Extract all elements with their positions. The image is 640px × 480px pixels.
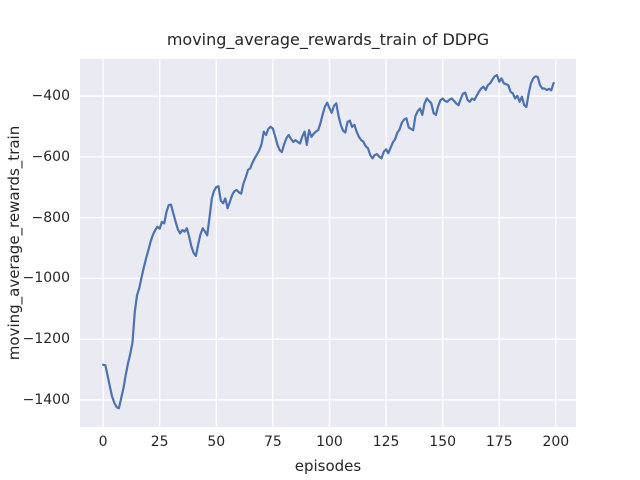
x-tick-label: 200 xyxy=(542,434,570,450)
x-tick-label: 125 xyxy=(372,434,400,450)
chart-title: moving_average_rewards_train of DDPG xyxy=(166,30,490,49)
x-axis-label: episodes xyxy=(294,457,362,475)
x-tick-label: 175 xyxy=(485,434,513,450)
x-tick-label: 25 xyxy=(150,434,169,450)
y-tick-label: −400 xyxy=(31,88,70,105)
y-tick-label: −1000 xyxy=(22,270,70,287)
y-tick-label: −800 xyxy=(31,209,70,226)
x-tick-label: 50 xyxy=(207,434,226,450)
y-tick-label: −600 xyxy=(31,148,70,165)
x-tick-label: 150 xyxy=(429,434,457,450)
x-tick-label: 0 xyxy=(98,434,108,450)
series-line xyxy=(101,73,555,410)
y-tick-label: −1200 xyxy=(22,331,70,348)
x-tick-label: 100 xyxy=(316,434,343,450)
axes-background xyxy=(80,59,576,427)
x-tick-label: 75 xyxy=(263,434,282,450)
y-tick-label: −1400 xyxy=(22,391,70,408)
